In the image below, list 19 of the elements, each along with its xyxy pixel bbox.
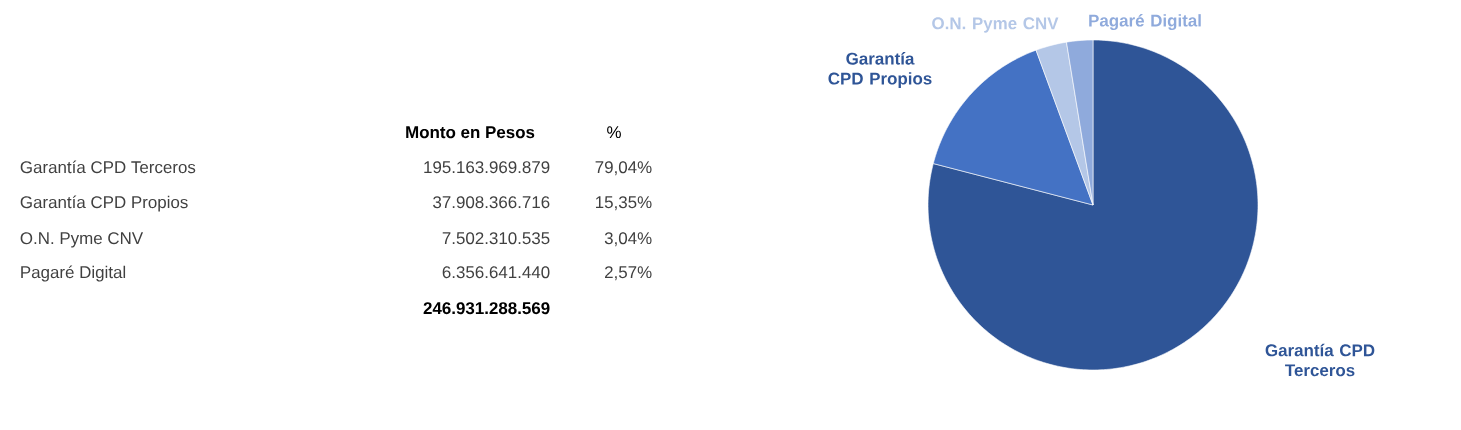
text: 37.908.366.716 bbox=[433, 196, 550, 209]
text: 15,35% bbox=[596, 196, 652, 211]
text: 79,04% bbox=[595, 161, 652, 176]
category-label: Garantía CPD Terceros bbox=[20, 160, 196, 174]
slice-label: O.N. Pyme CNV bbox=[932, 17, 1059, 33]
text: 3,04% bbox=[604, 232, 652, 247]
slice-label: Garantía CPD Terceros bbox=[1265, 343, 1375, 377]
text: 7.502.310.535 bbox=[442, 232, 550, 245]
category-label: O.N. Pyme CNV bbox=[20, 232, 144, 248]
text: Monto en Pesos bbox=[406, 126, 535, 139]
text: % bbox=[607, 126, 621, 139]
text: 195.163.969.879 bbox=[424, 161, 550, 174]
text: 2,57% bbox=[605, 266, 652, 281]
slice-label: Pagaré Digital bbox=[1089, 13, 1201, 31]
text: 6.356.641.440 bbox=[442, 266, 550, 279]
category-label: Pagaré Digital bbox=[21, 265, 126, 282]
text: 246.931.288.569 bbox=[423, 302, 550, 315]
category-label: Garantía CPD Propios bbox=[20, 195, 188, 212]
slice-label: Garantía CPD Propios bbox=[828, 52, 932, 88]
